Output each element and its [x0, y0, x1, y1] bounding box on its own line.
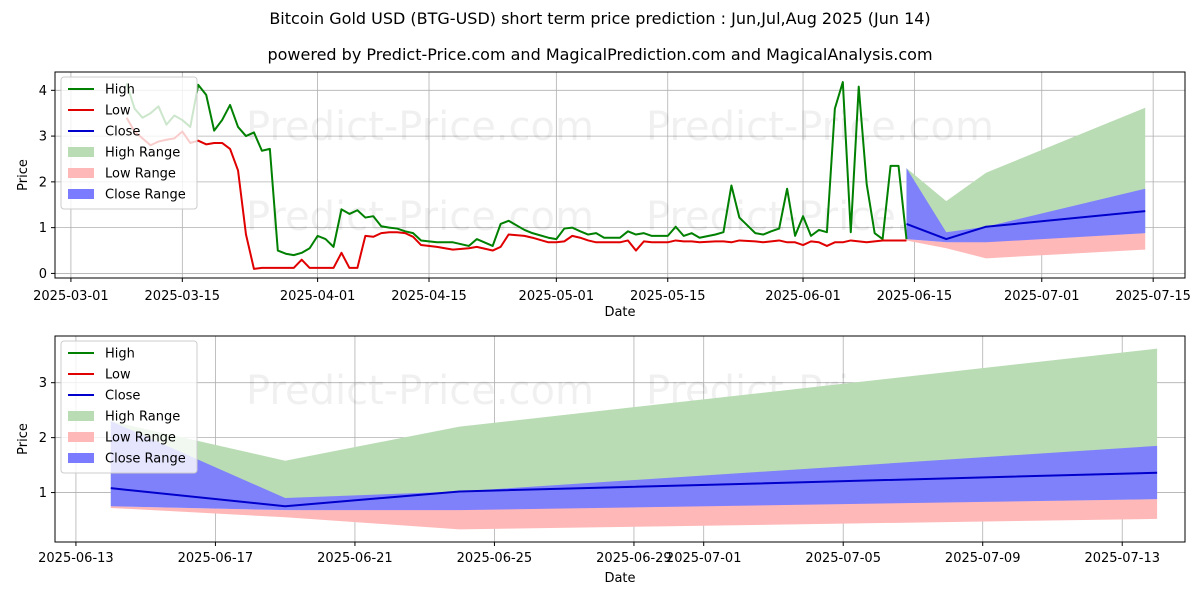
watermark-text: Predict-Price.com [246, 104, 594, 150]
legend-label: Close Range [105, 188, 186, 203]
legend-label: Close Range [105, 452, 186, 467]
legend-label: Low Range [105, 167, 176, 182]
y-tick-label: 0 [39, 267, 47, 282]
y-axis-label: Price [16, 159, 31, 191]
legend-label: Low Range [105, 431, 176, 446]
legend-label: Close [105, 389, 140, 404]
legend-label: High [105, 347, 135, 362]
x-tick-label: 2025-06-15 [877, 289, 953, 304]
y-tick-label: 2 [39, 431, 47, 446]
x-tick-label: 2025-04-01 [280, 289, 356, 304]
watermark-text: Predict-Price.com [646, 104, 994, 150]
x-tick-label: 2025-05-01 [519, 289, 595, 304]
x-tick-label: 2025-06-21 [317, 551, 393, 566]
chart-panel-2: Predict-Price.comPredict-Price.comPredic… [16, 336, 1185, 586]
x-axis-label: Date [604, 571, 635, 586]
watermark-text: Predict-Price.com [246, 194, 594, 240]
x-tick-label: 2025-03-01 [33, 289, 109, 304]
y-tick-label: 4 [39, 84, 47, 99]
legend-label: High Range [105, 410, 180, 425]
legend-label: Low [105, 104, 131, 119]
legend-label: Close [105, 125, 140, 140]
legend: High Low Close High Range Low Range Close Ran… [61, 77, 197, 209]
y-tick-label: 1 [39, 221, 47, 236]
y-tick-label: 3 [39, 376, 47, 391]
legend-swatch [68, 453, 94, 463]
x-tick-label: 2025-07-01 [1004, 289, 1080, 304]
y-tick-label: 3 [39, 130, 47, 145]
x-tick-label: 2025-07-01 [666, 551, 742, 566]
x-tick-label: 2025-06-17 [178, 551, 254, 566]
watermark-text: Predict-Price.com [246, 368, 594, 414]
x-tick-label: 2025-04-15 [391, 289, 467, 304]
legend-swatch [68, 189, 94, 199]
legend-swatch [68, 147, 94, 157]
x-tick-label: 2025-07-15 [1115, 289, 1191, 304]
x-tick-label: 2025-06-13 [38, 551, 114, 566]
x-tick-label: 2025-06-29 [596, 551, 672, 566]
x-tick-label: 2025-06-25 [457, 551, 533, 566]
x-tick-label: 2025-03-15 [145, 289, 221, 304]
legend-label: Low [105, 368, 131, 383]
legend-swatch [68, 411, 94, 421]
legend-label: High [105, 83, 135, 98]
x-axis-label: Date [604, 305, 635, 320]
legend-swatch [68, 432, 94, 442]
legend-swatch [68, 168, 94, 178]
legend-label: High Range [105, 146, 180, 161]
x-tick-label: 2025-05-15 [630, 289, 706, 304]
x-tick-label: 2025-07-05 [805, 551, 881, 566]
legend: High Low Close High Range Low Range Close Ran… [61, 341, 197, 473]
y-tick-label: 1 [39, 486, 47, 501]
x-tick-label: 2025-06-01 [765, 289, 841, 304]
chart-panel-1: Predict-Price.com Predict-Price.com Predic… [16, 72, 1191, 320]
y-tick-label: 2 [39, 175, 47, 190]
x-tick-label: 2025-07-09 [945, 551, 1021, 566]
y-axis-label: Price [16, 423, 31, 455]
x-tick-label: 2025-07-13 [1084, 551, 1160, 566]
